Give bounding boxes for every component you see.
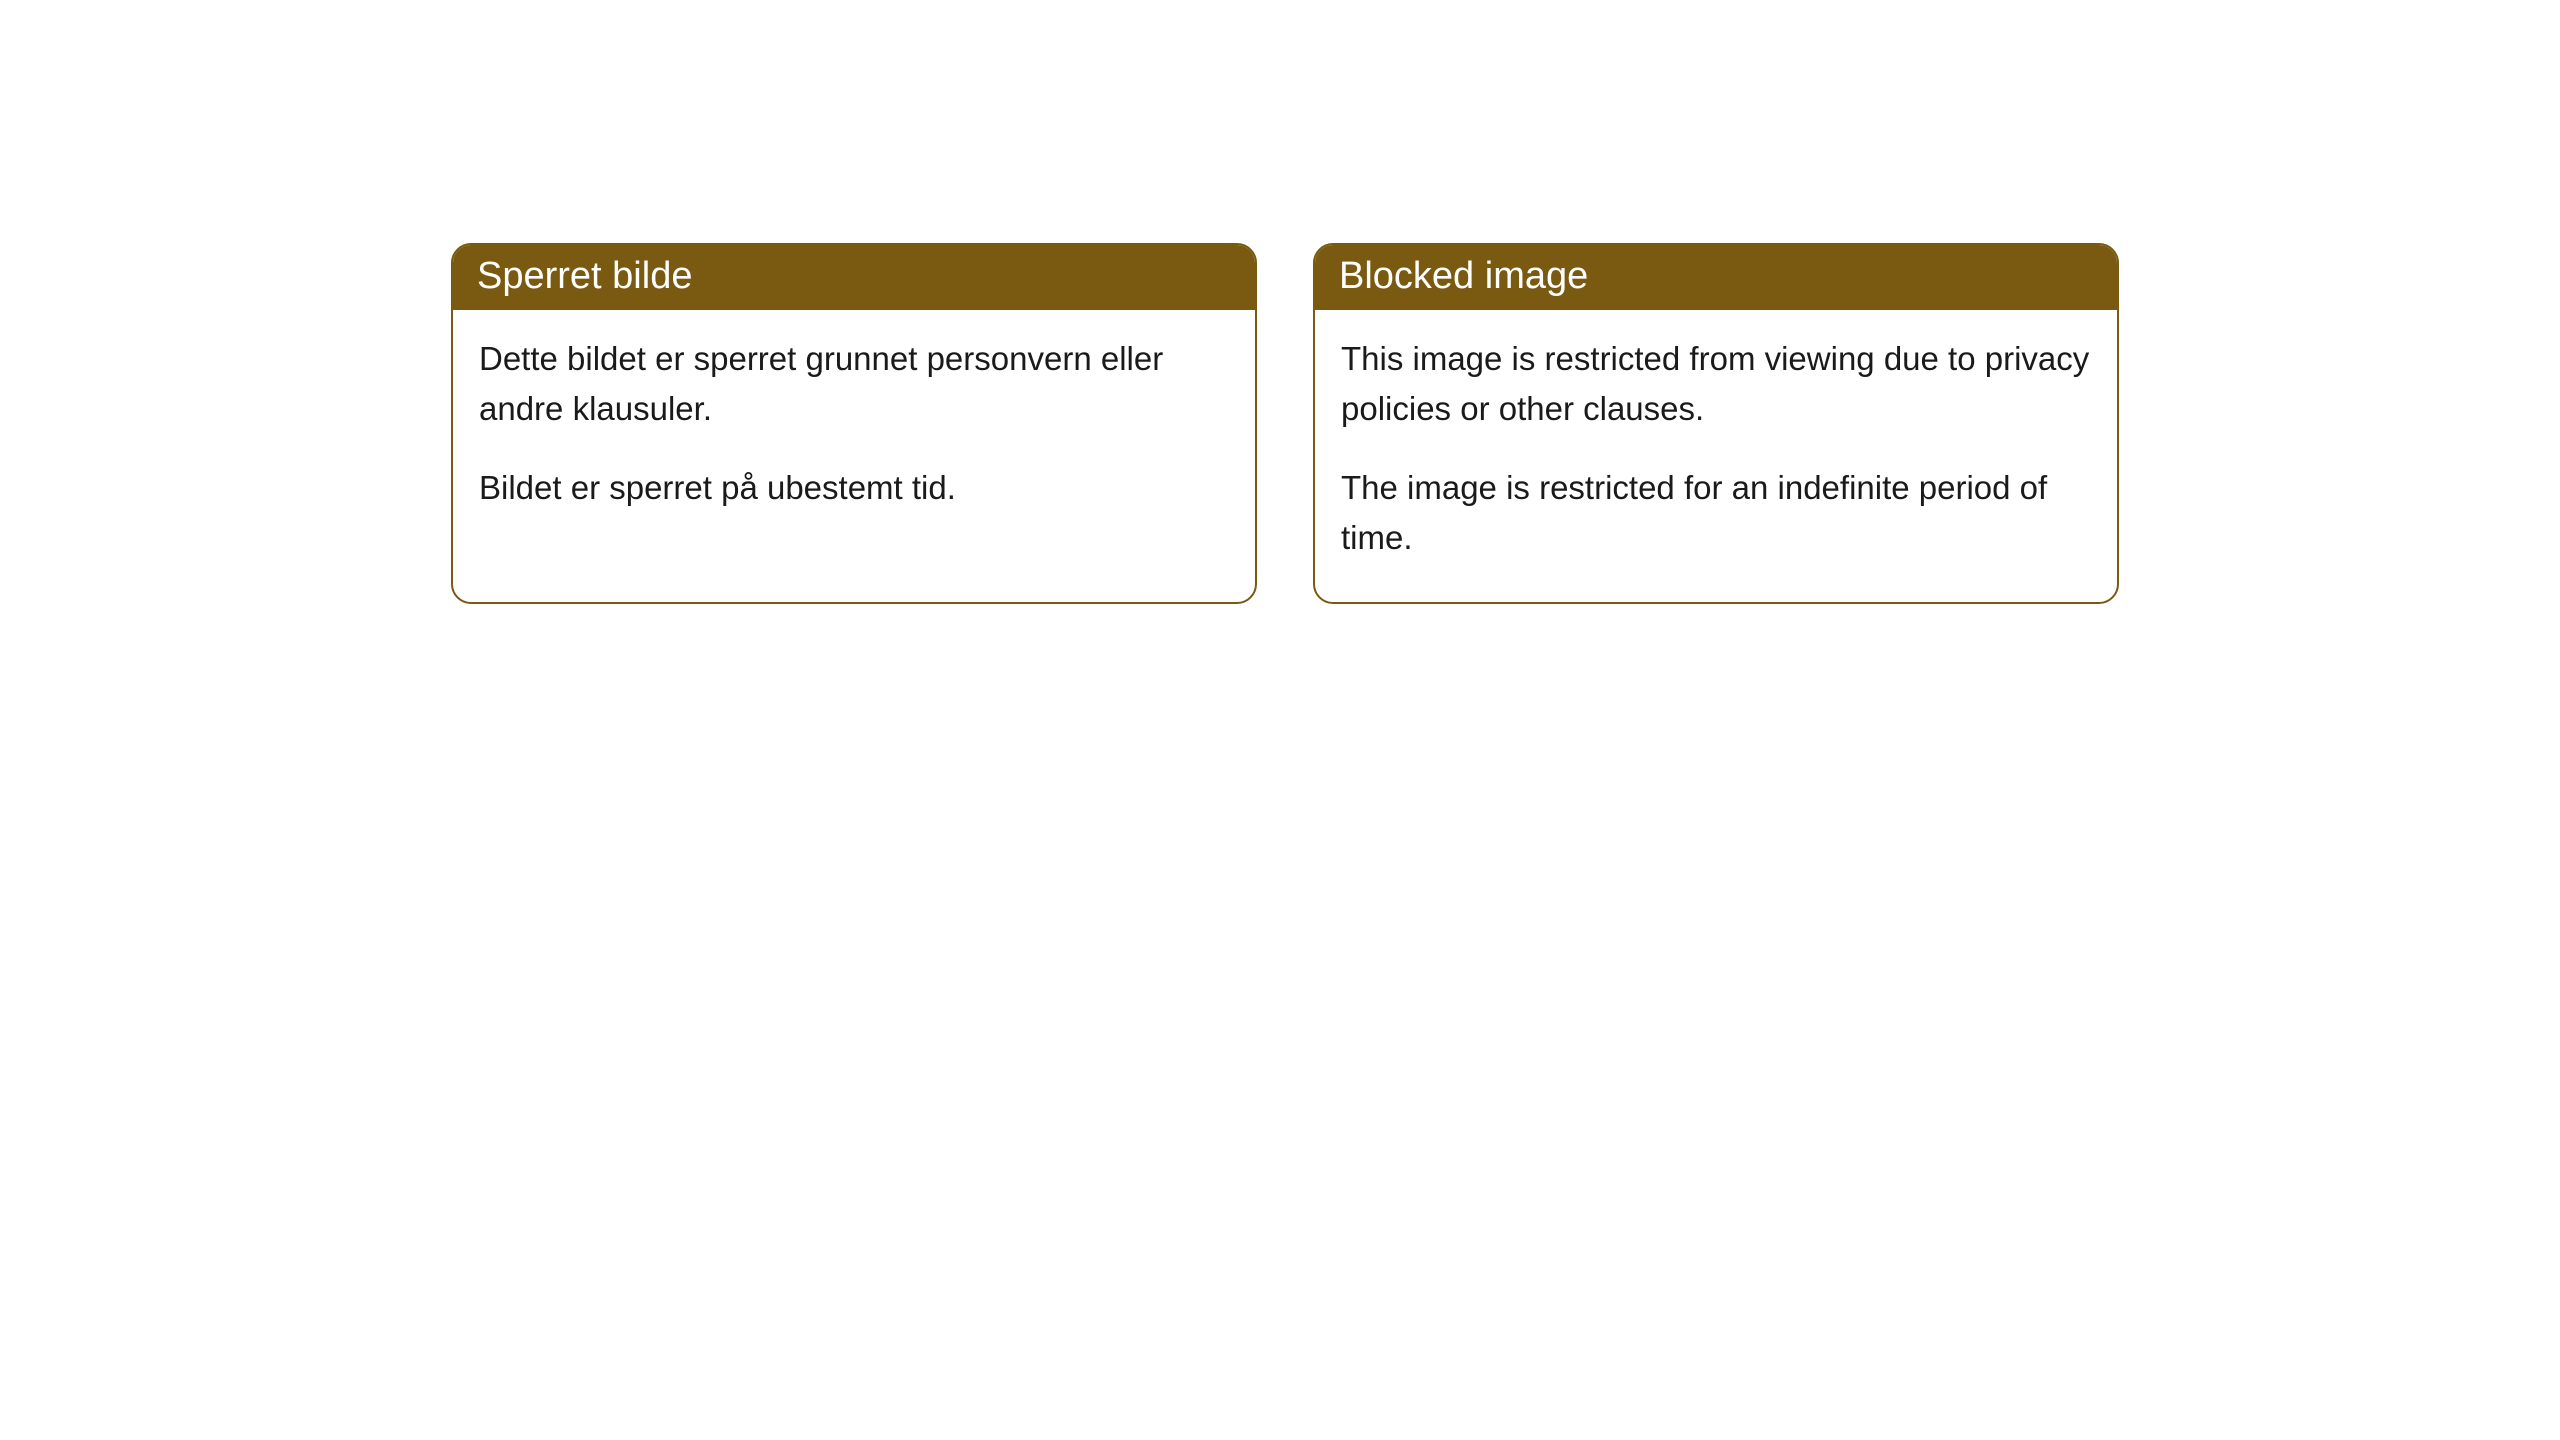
- cards-container: Sperret bilde Dette bildet er sperret gr…: [0, 0, 2560, 604]
- card-paragraph: The image is restricted for an indefinit…: [1341, 463, 2091, 562]
- card-header-english: Blocked image: [1315, 245, 2117, 310]
- card-norwegian: Sperret bilde Dette bildet er sperret gr…: [451, 243, 1257, 604]
- card-paragraph: Dette bildet er sperret grunnet personve…: [479, 334, 1229, 433]
- card-header-norwegian: Sperret bilde: [453, 245, 1255, 310]
- card-paragraph: This image is restricted from viewing du…: [1341, 334, 2091, 433]
- card-paragraph: Bildet er sperret på ubestemt tid.: [479, 463, 1229, 513]
- card-body-norwegian: Dette bildet er sperret grunnet personve…: [453, 310, 1255, 553]
- card-english: Blocked image This image is restricted f…: [1313, 243, 2119, 604]
- card-body-english: This image is restricted from viewing du…: [1315, 310, 2117, 602]
